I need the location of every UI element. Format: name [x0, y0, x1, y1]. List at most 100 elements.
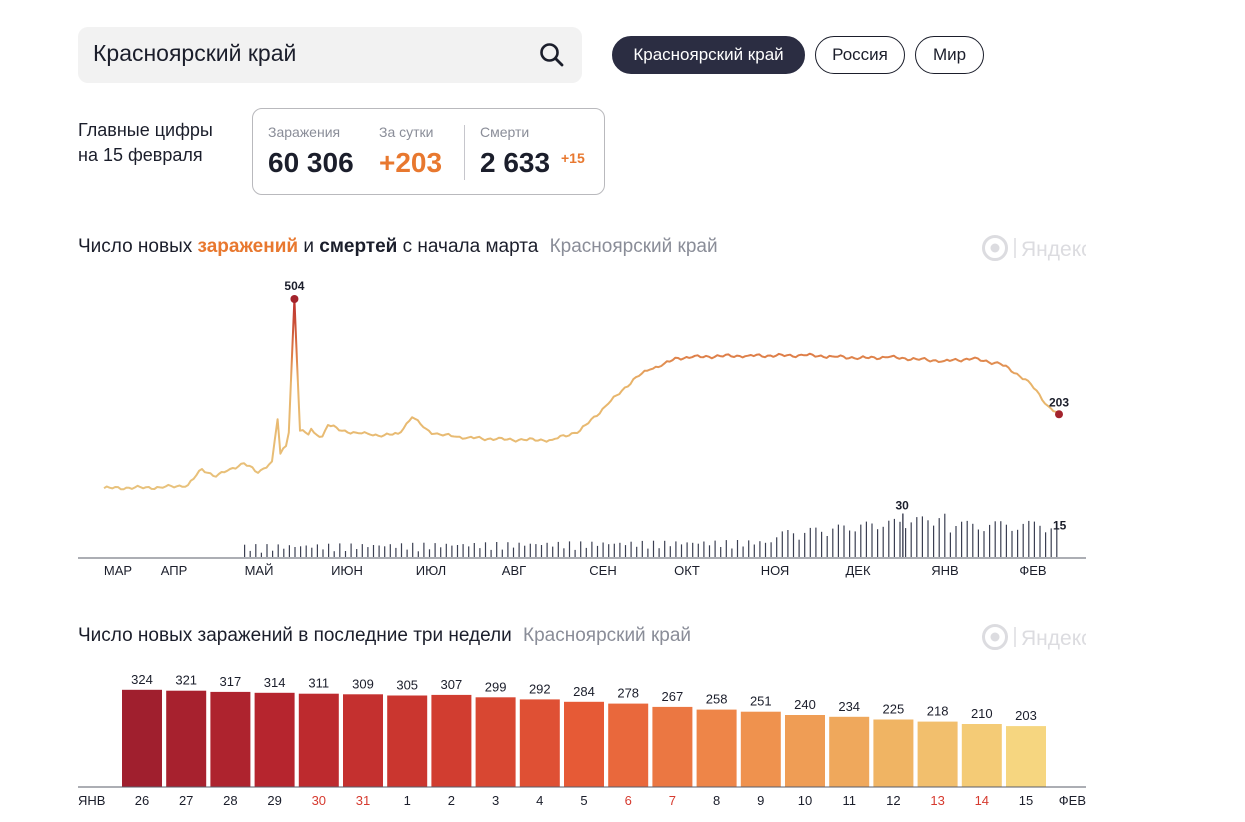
deaths-bar	[849, 530, 851, 557]
deaths-bar	[580, 541, 582, 557]
deaths-bar	[434, 543, 436, 557]
deaths-bar	[423, 542, 425, 557]
deaths-bar	[585, 547, 587, 557]
deaths-bar	[809, 527, 811, 557]
deaths-bar	[787, 530, 789, 557]
deaths-bar	[339, 543, 341, 557]
deaths-bar	[893, 518, 895, 557]
deaths-bar	[613, 543, 615, 557]
deaths-bar	[910, 522, 912, 557]
bar[interactable]	[829, 716, 870, 787]
bar-value-label: 278	[617, 686, 639, 701]
deaths-bar	[356, 549, 358, 557]
bar[interactable]	[917, 721, 958, 787]
bars: 3242632127317283142931130309313051307229…	[122, 672, 1046, 808]
deaths-bar	[921, 516, 923, 557]
bar-category-label: 12	[886, 793, 900, 808]
title-cases-word: заражений	[197, 236, 299, 257]
deaths-bar	[344, 551, 347, 557]
bar[interactable]	[740, 711, 781, 787]
bar[interactable]	[343, 694, 383, 787]
bar[interactable]	[519, 699, 560, 787]
search-input[interactable]: Красноярский край	[93, 40, 297, 66]
deaths-bar	[266, 544, 268, 557]
deaths-bar	[473, 543, 475, 557]
deaths-bar	[468, 546, 470, 557]
deaths-bar	[703, 541, 705, 557]
deaths-bar	[512, 547, 515, 557]
deaths-bar	[753, 544, 755, 557]
bar[interactable]	[166, 690, 207, 787]
bar[interactable]	[431, 694, 472, 787]
deaths-bar	[983, 531, 985, 557]
bar-category-label: 1	[404, 793, 411, 808]
deaths-bar	[456, 545, 459, 557]
deaths-bar	[916, 517, 918, 557]
bar-chart: 3242632127317283142931130309313051307229…	[78, 672, 1086, 808]
deaths-bar	[249, 550, 251, 557]
search-box[interactable]: Красноярский край	[78, 27, 582, 83]
deaths-bar	[350, 543, 352, 557]
deaths-bar	[697, 543, 699, 557]
bar[interactable]	[608, 703, 649, 787]
deaths-bar	[428, 549, 431, 557]
bar[interactable]	[696, 709, 737, 787]
summary-caption-line1: Главные цифры	[78, 120, 213, 140]
deaths-bar	[591, 541, 593, 557]
bar-value-label: 307	[441, 677, 463, 692]
deaths-bar	[574, 549, 576, 557]
x-tick-label: ИЮЛ	[416, 563, 446, 578]
deaths-bar	[596, 545, 599, 557]
bar-category-label: 2	[448, 793, 455, 808]
deaths-bar	[989, 524, 991, 557]
deaths-bar	[731, 548, 733, 557]
title-text: с начала марта	[397, 236, 539, 257]
region-button-russia[interactable]: Россия	[815, 36, 905, 74]
deaths-bar	[1039, 525, 1041, 557]
region-button-world[interactable]: Мир	[915, 36, 984, 74]
deaths-bar	[479, 548, 481, 557]
bar[interactable]	[298, 693, 339, 787]
bar[interactable]	[652, 706, 693, 787]
cases-peak-label: 504	[284, 279, 304, 293]
deaths-bar	[602, 542, 604, 557]
bar[interactable]	[210, 691, 251, 787]
deaths-bar	[815, 527, 817, 557]
region-button-krasnoyarsk[interactable]: Красноярский край	[612, 36, 805, 74]
deaths-bar	[938, 518, 940, 557]
bar[interactable]	[961, 724, 1002, 787]
bar-category-label: 29	[267, 793, 281, 808]
deaths-bar	[490, 549, 492, 557]
bar[interactable]	[475, 697, 516, 787]
bar[interactable]	[254, 692, 295, 787]
bar-value-label: 324	[131, 672, 153, 687]
bar[interactable]	[564, 701, 604, 787]
yandex-logo-text: Яндекс	[1021, 627, 1086, 650]
bar[interactable]	[785, 715, 825, 787]
deaths-bar	[725, 540, 727, 557]
bar-category-label: 9	[757, 793, 764, 808]
bar[interactable]	[1006, 726, 1046, 787]
title-text: и	[298, 236, 320, 257]
bar-value-label: 258	[706, 692, 728, 707]
deaths-bar	[675, 541, 677, 557]
x-tick-label: ИЮН	[331, 563, 363, 578]
deaths-bar	[557, 541, 559, 557]
title-region: Красноярский край	[549, 236, 718, 257]
search-icon[interactable]	[537, 40, 567, 70]
x-tick-label: ОКТ	[674, 563, 700, 578]
bar-category-label: 4	[536, 793, 543, 808]
bar[interactable]	[873, 719, 914, 788]
deaths-bar	[311, 547, 313, 557]
deaths-bar	[1017, 529, 1019, 557]
deaths-bar	[843, 525, 845, 557]
cases-last-label: 203	[1049, 395, 1069, 409]
bar[interactable]	[122, 689, 162, 787]
deaths-bar	[927, 520, 929, 557]
bar[interactable]	[387, 695, 428, 788]
deaths-bar	[664, 540, 666, 557]
deaths-bar	[798, 539, 800, 557]
bar-value-label: 240	[794, 697, 816, 712]
deaths-bar	[1022, 523, 1024, 557]
summary-caption-line2: на 15 февраля	[78, 145, 203, 165]
